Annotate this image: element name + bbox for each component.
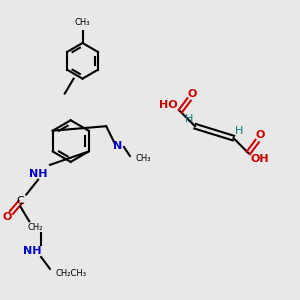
Text: CH₃: CH₃: [75, 18, 90, 27]
Text: NH: NH: [29, 169, 47, 179]
Text: NH: NH: [23, 246, 41, 256]
Text: OH: OH: [251, 154, 269, 164]
Text: H: H: [185, 114, 193, 124]
Text: N: N: [113, 140, 123, 151]
Text: CH₃: CH₃: [136, 154, 151, 164]
Text: O: O: [188, 88, 197, 98]
Text: HO: HO: [159, 100, 178, 110]
Text: CH₂: CH₂: [27, 223, 43, 232]
Text: C: C: [16, 196, 24, 206]
Text: CH₂CH₃: CH₂CH₃: [56, 269, 87, 278]
Text: O: O: [2, 212, 12, 222]
Text: O: O: [255, 130, 265, 140]
Text: H: H: [235, 126, 244, 136]
